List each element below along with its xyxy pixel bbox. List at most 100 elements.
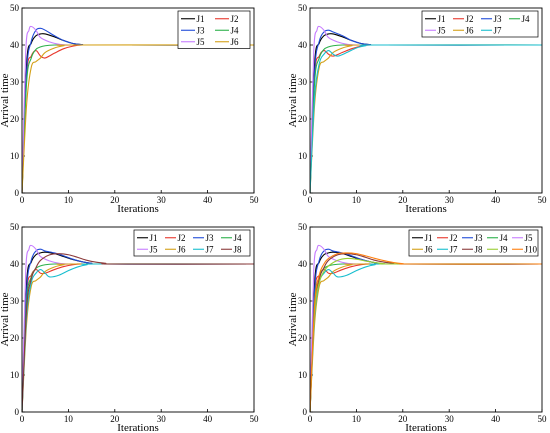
series-group	[22, 244, 254, 412]
series-line-j8	[22, 253, 254, 412]
y-tick-label: 20	[10, 333, 20, 343]
y-tick-label: 20	[298, 114, 308, 124]
legend-label: J3	[206, 233, 215, 243]
y-tick-label: 50	[10, 222, 20, 232]
x-tick-label: 0	[308, 414, 313, 424]
series-line-j3	[22, 27, 254, 193]
legend-label: J2	[466, 14, 474, 24]
legend-label: J4	[231, 25, 240, 35]
legend-label: J3	[197, 25, 206, 35]
y-tick-label: 0	[303, 188, 308, 198]
legend-label: J1	[150, 233, 158, 243]
x-tick-label: 30	[157, 414, 167, 424]
legend-label: J7	[494, 25, 503, 35]
legend-label: J6	[231, 37, 240, 47]
series-line-j1	[310, 33, 542, 193]
series-line-j6	[310, 263, 542, 412]
legend-label: J7	[450, 244, 459, 254]
x-tick-label: 10	[64, 195, 74, 205]
x-tick-label: 20	[398, 414, 408, 424]
x-axis-label: Iterations	[405, 422, 447, 433]
x-tick-label: 50	[250, 195, 260, 205]
series-line-j6	[22, 263, 254, 412]
chart-panel-4: 0 10 20 30 40 50 0 10 20 30 40 50 Iterations Arrival …	[287, 222, 547, 433]
series-line-j3	[310, 248, 542, 412]
x-tick-label: 50	[250, 414, 260, 424]
chart-panel-3: 0 10 20 30 40 50 0 10 20 30 40 50 Iterations Arrival …	[0, 222, 259, 433]
x-tick-label: 10	[352, 414, 362, 424]
series-group	[310, 25, 542, 193]
legend-box	[133, 229, 251, 257]
plot-frame	[21, 7, 255, 194]
legend-label: J1	[197, 14, 205, 24]
series-line-j6	[22, 44, 254, 193]
plot-frame	[309, 7, 543, 194]
series-line-j7	[310, 44, 542, 193]
y-tick-label: 10	[10, 151, 20, 161]
x-tick-label: 0	[20, 414, 25, 424]
x-tick-label: 40	[491, 195, 501, 205]
y-tick-label: 20	[10, 114, 20, 124]
legend-label: J6	[466, 25, 475, 35]
y-tick-label: 50	[298, 222, 308, 232]
series-line-j6	[310, 44, 542, 193]
chart-panel-2: 0 10 20 30 40 50 0 10 20 30 40 50 Iterations Arrival …	[287, 3, 547, 215]
series-line-j9	[310, 257, 542, 412]
series-line-j2	[22, 263, 254, 412]
legend-label: J7	[206, 244, 215, 254]
legend-label: J4	[234, 233, 243, 243]
series-line-j5	[22, 244, 254, 412]
series-group	[22, 25, 254, 193]
series-line-j7	[310, 263, 542, 412]
legend-label: J5	[150, 244, 159, 254]
x-tick-label: 20	[110, 195, 120, 205]
y-tick-label: 0	[15, 188, 20, 198]
y-tick-label: 30	[298, 296, 308, 306]
y-tick-label: 0	[303, 407, 308, 417]
legend-label: J2	[231, 14, 239, 24]
y-tick-label: 20	[298, 333, 308, 343]
legend-label: J2	[450, 233, 458, 243]
y-tick-label: 40	[10, 40, 20, 50]
series-line-j4	[310, 263, 542, 412]
y-tick-label: 40	[10, 259, 20, 269]
series-group	[310, 244, 542, 412]
legend-label: J1	[425, 233, 433, 243]
x-tick-label: 50	[538, 414, 548, 424]
legend-label: J3	[494, 14, 503, 24]
x-tick-label: 10	[352, 195, 362, 205]
series-line-j8	[310, 253, 542, 412]
legend-label: J3	[475, 233, 484, 243]
y-tick-label: 50	[298, 3, 308, 13]
chart-panel-1: 0 10 20 30 40 50 0 10 20 30 40 50 Iterations Arrival …	[0, 3, 259, 215]
legend-label: J1	[438, 14, 446, 24]
series-line-j2	[310, 263, 542, 412]
y-tick-label: 30	[10, 77, 20, 87]
y-tick-label: 10	[298, 370, 308, 380]
y-tick-label: 40	[298, 40, 308, 50]
legend-label: J4	[500, 233, 509, 243]
series-line-j2	[310, 44, 542, 193]
plot-frame	[309, 226, 543, 413]
legend-label: J2	[178, 233, 186, 243]
x-tick-label: 40	[491, 414, 501, 424]
series-line-j10	[310, 252, 542, 412]
y-axis-label: Arrival time	[287, 73, 299, 127]
x-tick-label: 30	[445, 414, 455, 424]
x-axis-label: Iterations	[117, 203, 159, 215]
legend: J1 J2 J3 J4 J5 J6 J7 J8 J9 J10	[408, 229, 539, 257]
legend-box	[408, 229, 539, 257]
x-axis-label: Iterations	[405, 203, 447, 215]
series-line-j4	[22, 44, 254, 193]
legend-label: J5	[525, 233, 534, 243]
x-tick-label: 50	[538, 195, 548, 205]
y-axis-label: Arrival time	[0, 73, 11, 127]
x-tick-label: 10	[64, 414, 74, 424]
y-tick-label: 10	[298, 151, 308, 161]
legend-box	[421, 10, 539, 38]
y-axis-label: Arrival time	[0, 292, 11, 346]
x-tick-label: 0	[308, 195, 313, 205]
legend-label: J5	[438, 25, 447, 35]
legend-label: J8	[475, 244, 484, 254]
legend: J1 J2 J3 J4 J5 J6	[177, 10, 251, 49]
